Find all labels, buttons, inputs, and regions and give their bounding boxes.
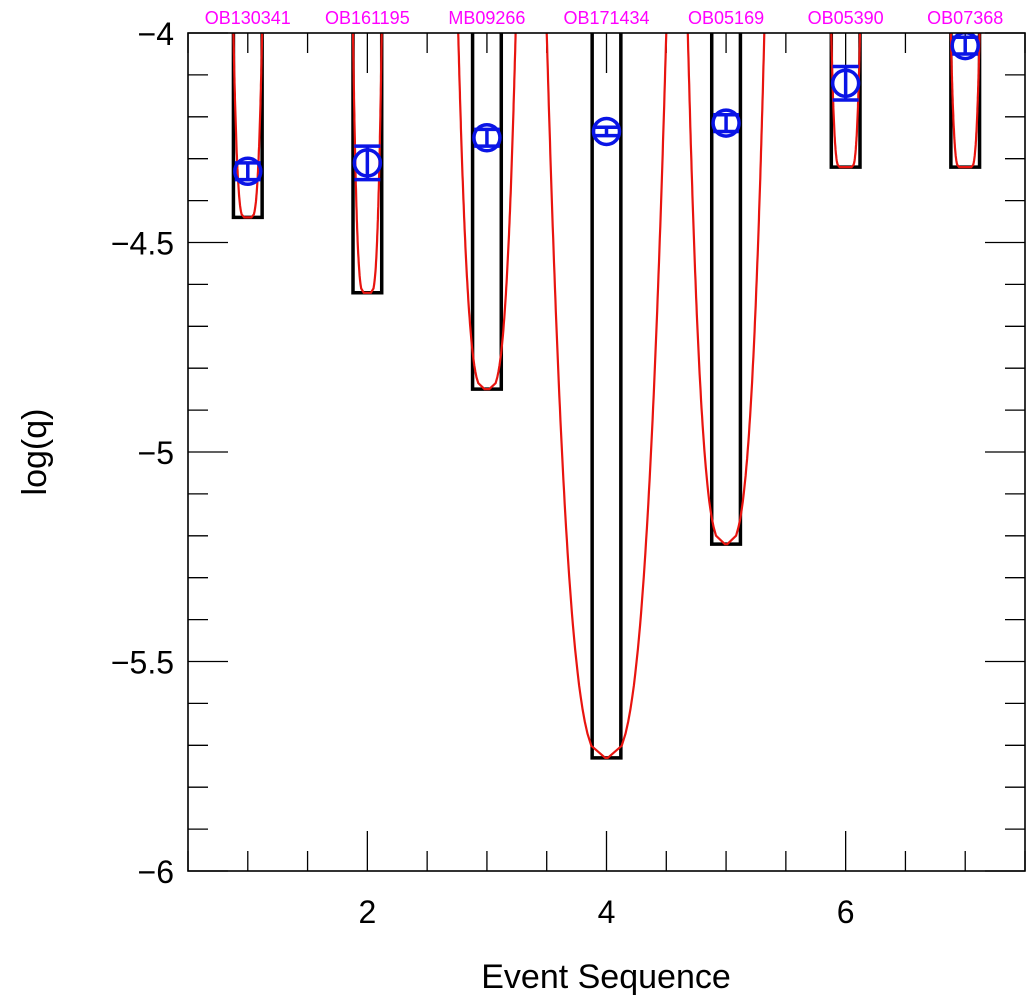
y-tick-label: −4.5 bbox=[111, 226, 174, 262]
constraint-curve bbox=[686, 33, 766, 546]
x-axis-label: Event Sequence bbox=[481, 958, 731, 996]
y-tick-label: −5 bbox=[138, 435, 174, 471]
axis-ticks bbox=[187, 32, 1026, 872]
constraint-curve bbox=[351, 33, 383, 294]
y-tick-label: −5.5 bbox=[111, 645, 174, 681]
y-tick-label: −4 bbox=[138, 16, 174, 52]
constraint-curve bbox=[545, 33, 668, 759]
constraint-curve bbox=[457, 33, 517, 391]
y-axis-label: log(q) bbox=[16, 409, 54, 496]
data-point bbox=[233, 156, 263, 187]
event-label: OB05390 bbox=[808, 8, 884, 28]
data-point bbox=[591, 116, 622, 147]
plot-frame bbox=[187, 32, 1026, 872]
event-label: MB09266 bbox=[448, 8, 525, 28]
event-label: OB07368 bbox=[927, 8, 1003, 28]
event-label: OB161195 bbox=[325, 8, 410, 28]
y-tick-label: −6 bbox=[138, 854, 174, 890]
event-label: OB171434 bbox=[563, 8, 649, 28]
data-point bbox=[711, 108, 741, 138]
x-tick-label: 4 bbox=[598, 894, 616, 930]
data-layer bbox=[231, 33, 982, 760]
x-tick-label: 6 bbox=[837, 894, 855, 930]
constraint-curve bbox=[949, 33, 981, 169]
constraint-box bbox=[470, 33, 504, 391]
event-label: OB05169 bbox=[688, 8, 764, 28]
data-point bbox=[472, 123, 502, 153]
data-point bbox=[830, 68, 861, 99]
constraint-box bbox=[709, 33, 743, 546]
event-label: OB130341 bbox=[205, 8, 291, 28]
x-tick-label: 2 bbox=[358, 894, 376, 930]
data-point bbox=[950, 33, 980, 61]
constraint-curve bbox=[232, 33, 264, 219]
data-point bbox=[352, 148, 383, 178]
label-layer: 2 4 6 −4 −4.5 −5 −5.5 −6 OB130341 OB161195 MB09266… bbox=[111, 8, 1003, 930]
